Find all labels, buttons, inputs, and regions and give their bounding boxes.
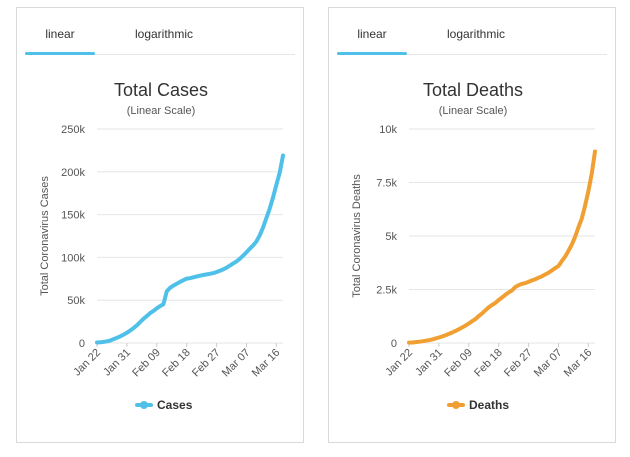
total-deaths-chart: Total Deaths (Linear Scale) 0 2.5k 5k 7.5k 10k… (351, 80, 597, 412)
x-tick-label: Jan 31 (101, 347, 133, 379)
y-tick-label: 50k (67, 295, 85, 307)
scale-tabs: linear logarithmic (337, 8, 607, 55)
y-tick-label: 5k (385, 231, 397, 243)
series-line (95, 153, 285, 345)
x-tick-label: Mar 07 (220, 347, 253, 380)
y-tick-label: 250k (61, 124, 85, 136)
y-tick-label: 10k (379, 124, 397, 136)
x-tick-label: Feb 18 (472, 347, 505, 380)
x-tick-label: Feb 09 (442, 347, 475, 380)
x-tick-label: Feb 09 (130, 347, 163, 380)
tab-logarithmic[interactable]: logarithmic (446, 27, 506, 41)
tab-linear[interactable]: linear (25, 8, 95, 55)
legend-marker (140, 401, 148, 409)
y-tick-label: 2.5k (376, 285, 397, 297)
legend-marker (452, 401, 460, 409)
x-tick-label: Feb 27 (190, 347, 223, 380)
chart-subtitle: (Linear Scale) (439, 105, 507, 117)
cases-chart-panel: linear logarithmic Total Cases (Linear Sc… (16, 7, 304, 443)
y-tick-label: 7.5k (376, 178, 397, 190)
chart-title: Total Deaths (423, 80, 523, 100)
legend-label: Cases (157, 398, 193, 412)
deaths-chart-panel: linear logarithmic Total Deaths (Linear S… (328, 7, 616, 443)
y-axis-label: Total Coronavirus Cases (39, 176, 51, 296)
y-tick-label: 100k (61, 252, 85, 264)
x-tick-label: Jan 22 (383, 347, 415, 379)
y-tick-label: 200k (61, 167, 85, 179)
x-tick-label: Jan 31 (413, 347, 445, 379)
x-tick-label: Jan 22 (71, 347, 103, 379)
y-tick-label: 0 (79, 338, 85, 350)
x-tick-label: Mar 16 (250, 347, 283, 380)
tab-linear[interactable]: linear (337, 8, 407, 55)
legend-label: Deaths (469, 398, 509, 412)
x-tick-label: Feb 27 (502, 347, 535, 380)
x-tick-label: Mar 07 (532, 347, 565, 380)
tab-logarithmic[interactable]: logarithmic (134, 27, 194, 41)
y-tick-label: 150k (61, 210, 85, 222)
chart-title: Total Cases (114, 80, 208, 100)
total-cases-chart: Total Cases (Linear Scale) 0 50k 100k 150k 200… (39, 80, 285, 412)
y-tick-label: 0 (391, 338, 397, 350)
x-tick-label: Mar 16 (562, 347, 595, 380)
x-tick-label: Feb 18 (160, 347, 193, 380)
y-axis-label: Total Coronavirus Deaths (351, 174, 363, 298)
chart-subtitle: (Linear Scale) (127, 105, 195, 117)
scale-tabs: linear logarithmic (25, 8, 295, 55)
series-line (407, 149, 597, 345)
